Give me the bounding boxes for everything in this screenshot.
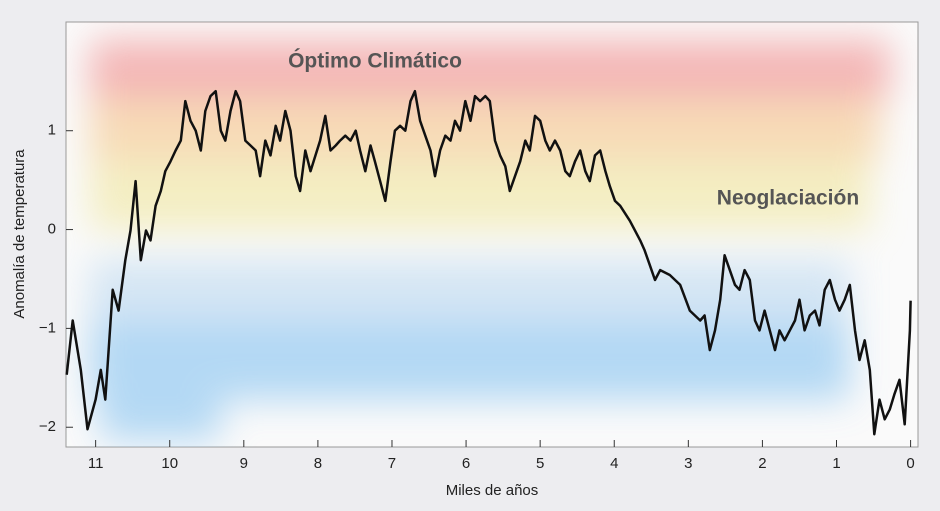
y-axis-label: Anomalía de temperatura — [11, 149, 28, 319]
background-bands — [90, 40, 890, 440]
y-tick-label: −2 — [39, 418, 56, 435]
x-tick-label: 4 — [610, 455, 618, 472]
y-tick-label: 0 — [48, 221, 56, 238]
x-axis-label: Miles de años — [446, 482, 539, 499]
y-tick-label: 1 — [48, 122, 56, 139]
x-tick-label: 5 — [536, 455, 544, 472]
annotation: Neoglaciación — [717, 187, 859, 210]
data-line — [65, 89, 912, 436]
x-tick-label: 8 — [314, 455, 322, 472]
annotation: Óptimo Climático — [288, 49, 462, 73]
x-tick-label: 7 — [388, 455, 396, 472]
x-tick-label: 3 — [684, 455, 692, 472]
x-tick-label: 11 — [88, 455, 104, 472]
y-tick-label: −1 — [39, 319, 56, 336]
x-tick-label: 1 — [832, 455, 840, 472]
x-tick-label: 6 — [462, 455, 470, 472]
x-tick-label: 2 — [758, 455, 766, 472]
x-tick-label: 0 — [906, 455, 914, 472]
x-tick-label: 10 — [161, 455, 178, 472]
x-tick-label: 9 — [240, 455, 248, 472]
